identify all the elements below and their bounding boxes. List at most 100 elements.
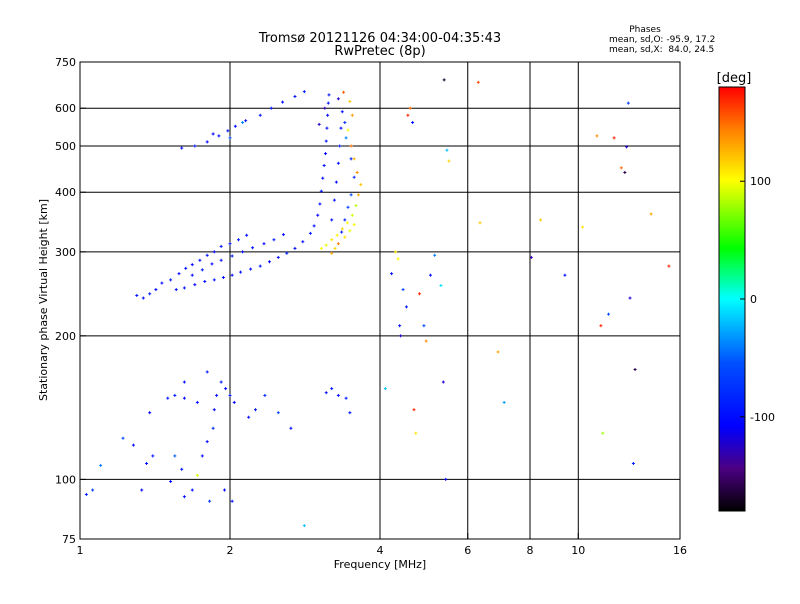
data-point (84, 492, 88, 496)
data-point (230, 254, 234, 258)
data-point (251, 246, 255, 250)
y-axis-ticks: 75 100 200 300 400 500 600 750 (55, 56, 86, 546)
data-point (422, 324, 426, 328)
data-points (84, 78, 671, 528)
data-point (343, 121, 347, 125)
colorbar-label: [deg] (717, 71, 752, 86)
data-point (182, 286, 186, 290)
data-point (276, 255, 280, 259)
data-point (219, 244, 223, 248)
data-point (174, 288, 178, 292)
data-point (239, 270, 243, 274)
data-point (145, 461, 149, 465)
data-point (406, 113, 410, 117)
data-point (321, 176, 325, 180)
data-point (226, 129, 230, 133)
data-point (350, 113, 354, 117)
data-point (411, 121, 415, 125)
grid-lines (80, 62, 680, 539)
data-point (258, 113, 262, 117)
data-point (343, 235, 347, 239)
data-point (476, 80, 480, 84)
data-point (628, 296, 632, 300)
data-point (428, 273, 432, 277)
data-point (336, 393, 340, 397)
data-point (649, 212, 653, 216)
data-point (148, 411, 152, 415)
data-point (354, 204, 358, 208)
colorbar-ticks: 100 0 -100 (740, 175, 775, 424)
data-point (404, 305, 408, 309)
data-point (91, 488, 95, 492)
data-point (326, 113, 330, 117)
data-point (408, 106, 412, 110)
data-point (205, 440, 209, 444)
x-tick-label: 6 (464, 544, 471, 557)
data-point (345, 221, 349, 225)
data-point (442, 78, 446, 82)
data-point (350, 213, 354, 217)
data-point (212, 250, 216, 254)
data-point (335, 233, 339, 237)
data-point (221, 276, 225, 280)
data-point (324, 243, 328, 247)
data-point (151, 454, 155, 458)
data-point (502, 400, 506, 404)
data-point (224, 387, 228, 391)
data-point (327, 93, 331, 97)
data-point (211, 132, 215, 136)
stats-line-o: mean, sd,O: -95.9, 17.2 (609, 35, 715, 45)
data-point (581, 225, 585, 229)
data-point (349, 144, 353, 148)
plot-area: 1 2 4 6 8 10 16 75 100 200 300 400 500 600 750 (55, 56, 687, 557)
data-point (219, 380, 223, 384)
data-point (198, 258, 202, 262)
data-point (285, 251, 289, 255)
data-point (325, 126, 329, 130)
data-point (340, 230, 344, 234)
data-point (217, 134, 221, 138)
data-point (626, 101, 630, 105)
data-point (334, 180, 338, 184)
x-tick-label: 1 (77, 544, 84, 557)
data-point (318, 202, 322, 206)
data-point (322, 164, 326, 168)
data-point (177, 272, 181, 276)
data-point (244, 119, 248, 123)
data-point (414, 431, 418, 435)
data-point (205, 253, 209, 257)
data-point (302, 90, 306, 94)
data-point (316, 213, 320, 217)
y-tick-label: 600 (55, 102, 76, 115)
data-point (332, 198, 336, 202)
data-point (233, 124, 237, 128)
data-point (356, 193, 360, 197)
data-point (344, 396, 348, 400)
data-point (343, 218, 347, 222)
chart-title-line1: Tromsø 20121126 04:34:00-04:35:43 (258, 31, 501, 46)
data-point (348, 411, 352, 415)
data-point (269, 106, 273, 110)
data-point (263, 393, 267, 397)
data-point (160, 281, 164, 285)
data-point (539, 218, 543, 222)
data-point (267, 260, 271, 264)
data-point (417, 292, 421, 296)
data-point (439, 283, 443, 287)
data-point (601, 431, 605, 435)
data-point (212, 278, 216, 282)
data-point (180, 146, 184, 150)
data-point (148, 292, 152, 296)
data-point (182, 396, 186, 400)
data-point (441, 380, 445, 384)
data-point (317, 122, 321, 126)
data-point (236, 238, 240, 242)
data-point (330, 218, 334, 222)
data-point (228, 393, 232, 397)
data-point (398, 324, 402, 328)
data-point (595, 134, 599, 138)
data-point (193, 144, 197, 148)
data-point (529, 255, 533, 259)
